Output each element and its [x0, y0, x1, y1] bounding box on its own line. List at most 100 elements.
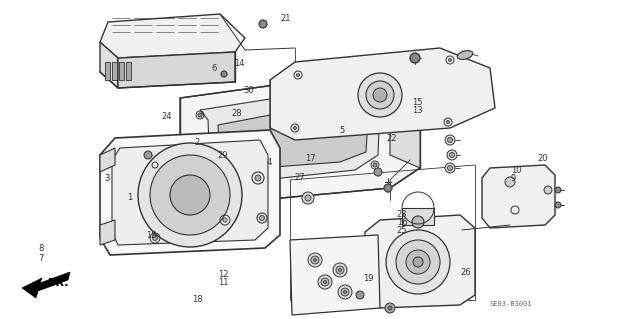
- Text: 6: 6: [211, 64, 216, 73]
- Polygon shape: [119, 62, 124, 80]
- Circle shape: [344, 291, 346, 293]
- Circle shape: [198, 113, 202, 117]
- Text: 9: 9: [511, 174, 516, 182]
- Circle shape: [259, 20, 267, 28]
- Circle shape: [373, 163, 377, 167]
- Circle shape: [150, 155, 230, 235]
- Circle shape: [311, 256, 319, 264]
- Polygon shape: [100, 14, 245, 58]
- Circle shape: [358, 73, 402, 117]
- Polygon shape: [482, 165, 555, 228]
- Text: 19: 19: [364, 274, 374, 283]
- Text: 18: 18: [192, 295, 203, 304]
- Circle shape: [447, 166, 452, 170]
- Text: 25: 25: [397, 226, 407, 235]
- Ellipse shape: [457, 51, 473, 59]
- Text: 30: 30: [243, 86, 254, 95]
- Text: 17: 17: [305, 154, 316, 163]
- Text: 21: 21: [280, 14, 291, 23]
- Circle shape: [447, 137, 452, 143]
- Text: 12: 12: [218, 271, 228, 279]
- Circle shape: [447, 150, 457, 160]
- Text: 27: 27: [294, 173, 305, 182]
- Polygon shape: [22, 272, 70, 298]
- Circle shape: [356, 291, 364, 299]
- Text: 4: 4: [266, 158, 271, 167]
- Circle shape: [305, 195, 311, 201]
- Circle shape: [445, 163, 455, 173]
- Circle shape: [223, 218, 227, 222]
- Polygon shape: [126, 62, 131, 80]
- Circle shape: [373, 88, 387, 102]
- Circle shape: [447, 121, 449, 123]
- Circle shape: [378, 100, 382, 104]
- Circle shape: [374, 168, 382, 176]
- Text: 13: 13: [412, 106, 423, 115]
- Polygon shape: [112, 62, 117, 80]
- Circle shape: [308, 253, 322, 267]
- Circle shape: [386, 230, 450, 294]
- Text: 11: 11: [218, 278, 228, 287]
- Circle shape: [138, 143, 242, 247]
- Circle shape: [152, 235, 157, 241]
- Text: 22: 22: [387, 134, 397, 143]
- Polygon shape: [290, 235, 380, 315]
- Circle shape: [314, 258, 317, 262]
- Text: 15: 15: [412, 98, 422, 107]
- Text: 2: 2: [195, 138, 200, 147]
- Circle shape: [544, 186, 552, 194]
- Circle shape: [255, 175, 261, 181]
- Circle shape: [321, 278, 329, 286]
- Text: 18: 18: [146, 231, 157, 240]
- Text: FR.: FR.: [48, 278, 68, 288]
- Circle shape: [396, 240, 440, 284]
- Circle shape: [410, 53, 420, 63]
- Text: 3: 3: [104, 174, 109, 182]
- Circle shape: [144, 151, 152, 159]
- Polygon shape: [402, 208, 434, 225]
- Text: 10: 10: [511, 166, 521, 175]
- Polygon shape: [365, 215, 475, 308]
- Circle shape: [413, 257, 423, 267]
- Text: 23: 23: [397, 210, 408, 219]
- Polygon shape: [100, 42, 118, 88]
- Text: 16: 16: [397, 218, 408, 227]
- Text: 14: 14: [234, 59, 244, 68]
- Circle shape: [406, 250, 430, 274]
- Circle shape: [412, 216, 424, 228]
- Circle shape: [555, 202, 561, 208]
- Polygon shape: [180, 72, 420, 200]
- Polygon shape: [218, 110, 368, 168]
- Text: 8: 8: [38, 244, 44, 253]
- Polygon shape: [100, 220, 115, 245]
- Polygon shape: [112, 140, 268, 245]
- Text: 1: 1: [127, 193, 132, 202]
- Circle shape: [302, 192, 314, 204]
- Circle shape: [338, 285, 352, 299]
- Circle shape: [449, 58, 451, 62]
- Text: 29: 29: [218, 151, 228, 160]
- Circle shape: [318, 275, 332, 289]
- Circle shape: [445, 135, 455, 145]
- Text: 24: 24: [161, 112, 172, 121]
- Circle shape: [296, 73, 300, 77]
- Circle shape: [333, 263, 347, 277]
- Circle shape: [505, 177, 515, 187]
- Circle shape: [259, 216, 264, 220]
- Polygon shape: [105, 62, 110, 80]
- Circle shape: [555, 187, 561, 193]
- Circle shape: [339, 269, 342, 271]
- Text: 20: 20: [538, 154, 548, 163]
- Text: 5: 5: [339, 126, 344, 135]
- Polygon shape: [200, 88, 380, 182]
- Circle shape: [388, 306, 392, 310]
- Polygon shape: [270, 48, 495, 140]
- Circle shape: [203, 166, 207, 170]
- Text: SE03-B3001: SE03-B3001: [490, 301, 532, 307]
- Polygon shape: [100, 148, 115, 172]
- Circle shape: [221, 71, 227, 77]
- Circle shape: [341, 288, 349, 296]
- Circle shape: [336, 266, 344, 274]
- Circle shape: [294, 127, 296, 130]
- Circle shape: [449, 152, 454, 158]
